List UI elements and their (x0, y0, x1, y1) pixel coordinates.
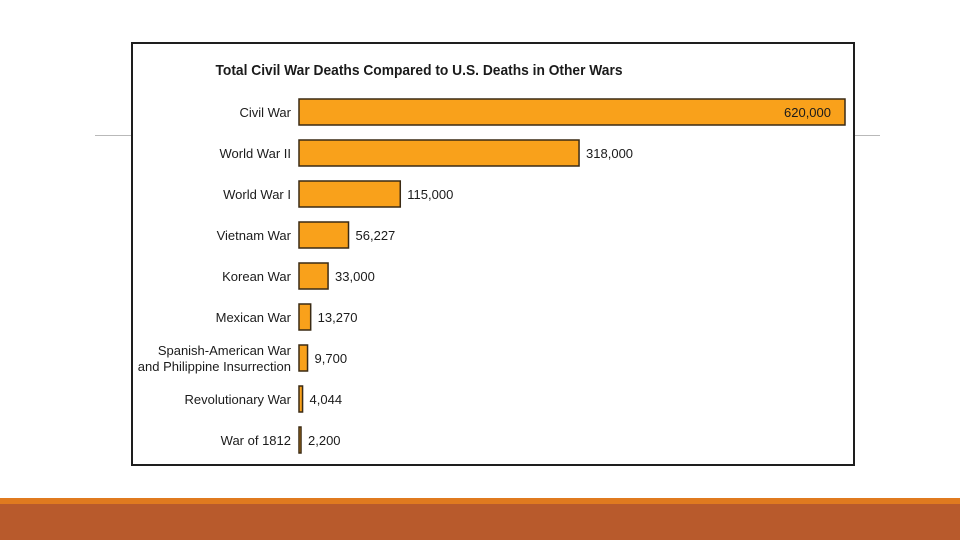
footer-band (0, 498, 960, 540)
bar (298, 426, 302, 454)
bar (298, 139, 580, 167)
category-label: World War I (223, 187, 291, 202)
bar-chart: Total Civil War Deaths Compared to U.S. … (138, 62, 846, 454)
value-label: 115,000 (407, 187, 453, 202)
value-label: 33,000 (335, 269, 375, 284)
chart-frame: Total Civil War Deaths Compared to U.S. … (131, 42, 855, 466)
category-label: Spanish-American War (158, 343, 292, 358)
category-label: War of 1812 (221, 433, 291, 448)
bar (298, 303, 312, 331)
footer-stripe (0, 498, 960, 504)
bar (298, 98, 846, 126)
category-label: Vietnam War (217, 228, 292, 243)
category-label: and Philippine Insurrection (138, 359, 291, 374)
value-label: 2,200 (308, 433, 341, 448)
category-label: Revolutionary War (185, 392, 292, 407)
category-label: Mexican War (216, 310, 292, 325)
category-label: Civil War (239, 105, 291, 120)
bar (298, 344, 309, 372)
chart-title: Total Civil War Deaths Compared to U.S. … (216, 62, 623, 79)
bar (298, 262, 329, 290)
bar (298, 221, 350, 249)
category-label: World War II (219, 146, 291, 161)
value-label: 4,044 (310, 392, 343, 407)
value-label: 56,227 (356, 228, 396, 243)
category-label: Korean War (222, 269, 292, 284)
bar (298, 180, 402, 208)
value-label: 13,270 (318, 310, 358, 325)
value-label: 620,000 (784, 105, 831, 120)
bar (298, 385, 304, 413)
value-label: 318,000 (586, 146, 633, 161)
value-label: 9,700 (315, 351, 348, 366)
